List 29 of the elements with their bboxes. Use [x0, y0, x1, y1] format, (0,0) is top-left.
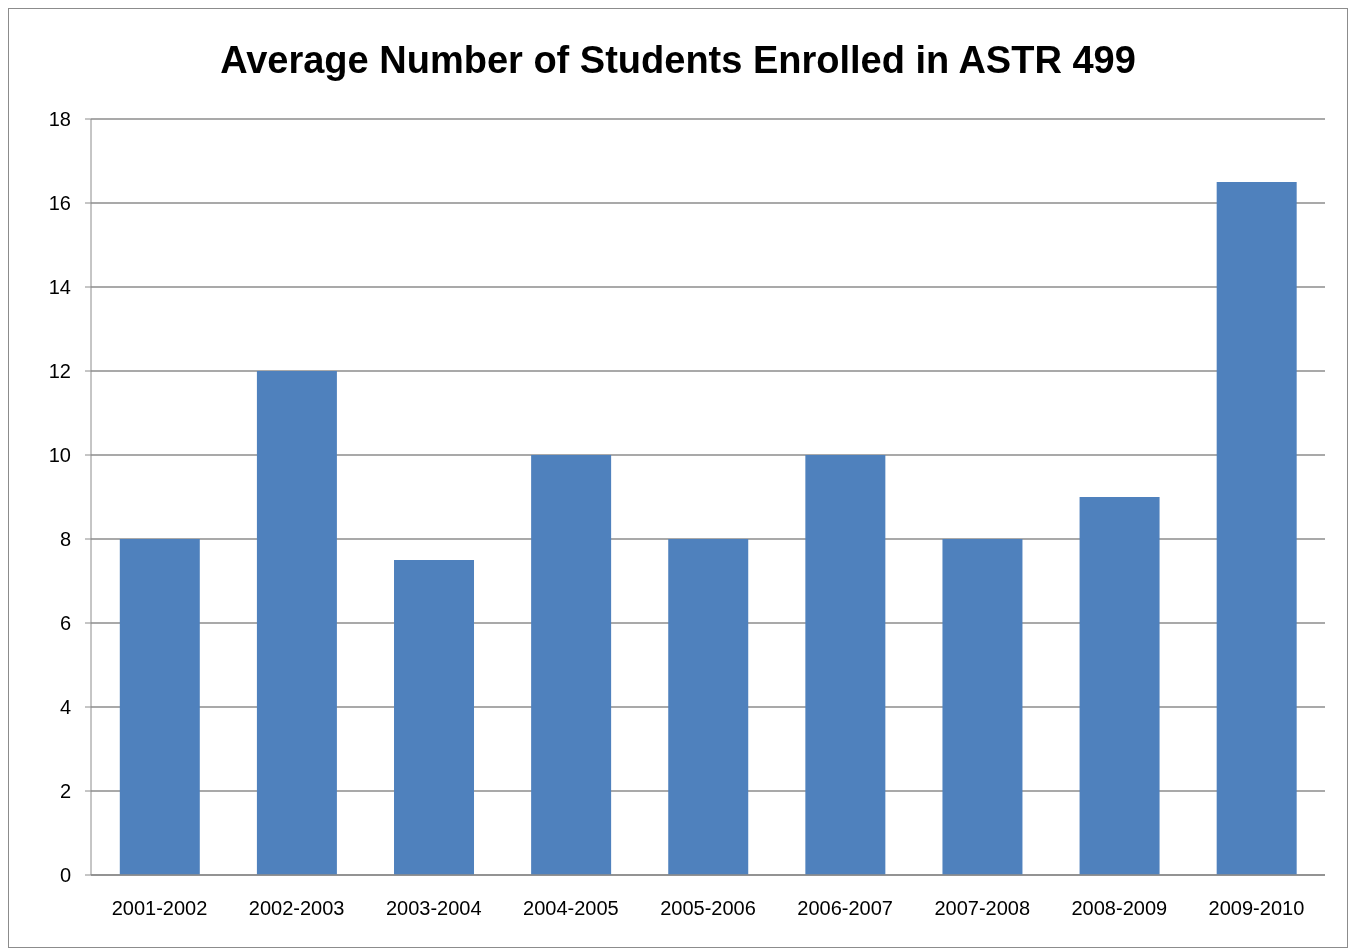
bar: [805, 455, 886, 875]
x-tick-label: 2003-2004: [385, 897, 482, 920]
x-tick-label: 2004-2005: [523, 897, 619, 920]
bar: [531, 455, 612, 875]
x-tick-label: 2009-2010: [1208, 897, 1305, 920]
bar: [668, 539, 749, 875]
chart-title: Average Number of Students Enrolled in ASTR 499: [219, 39, 1137, 82]
bar: [1079, 497, 1160, 875]
x-tick-label: 2008-2009: [1071, 897, 1168, 920]
bar: [394, 560, 475, 875]
y-tick-label: 14: [48, 276, 71, 299]
y-tick-label: 4: [59, 696, 71, 719]
y-tick-label: 12: [48, 360, 71, 383]
x-tick-label: 2002-2003: [248, 897, 345, 920]
x-tick-label: 2001-2002: [111, 897, 208, 920]
y-tick-label: 18: [48, 108, 71, 131]
y-tick-label: 8: [59, 528, 71, 551]
bar: [942, 539, 1023, 875]
y-tick-label: 0: [59, 864, 71, 887]
y-tick-label: 2: [59, 780, 71, 803]
x-tick-label: 2005-2006: [660, 897, 756, 920]
x-tick-label: 2006-2007: [797, 897, 893, 920]
bar: [1216, 182, 1297, 875]
x-tick-label: 2007-2008: [934, 897, 1031, 920]
y-tick-label: 6: [59, 612, 71, 635]
y-tick-label: 16: [48, 192, 71, 215]
bar: [256, 371, 337, 875]
y-tick-label: 10: [48, 444, 71, 467]
bar: [119, 539, 200, 875]
